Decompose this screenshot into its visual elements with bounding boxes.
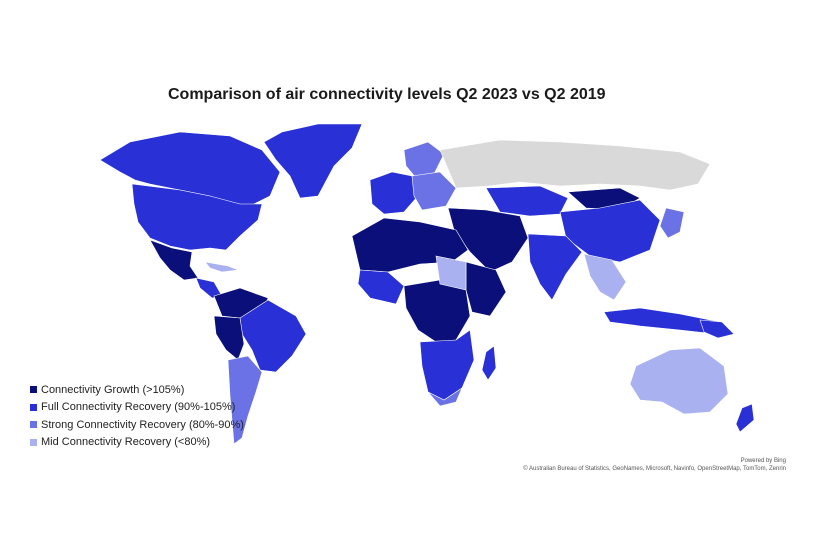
map-credits: Powered by Bing © Australian Bureau of S… xyxy=(523,457,786,473)
legend-item: Mid Connectivity Recovery (<80%) xyxy=(30,434,244,452)
region-new-zealand[interactable] xyxy=(735,403,755,433)
region-caribbean[interactable] xyxy=(204,261,239,273)
legend-label: Connectivity Growth (>105%) xyxy=(41,383,185,396)
region-south-africa[interactable] xyxy=(427,387,463,407)
region-western-europe[interactable] xyxy=(369,171,419,215)
region-mexico[interactable] xyxy=(149,239,199,281)
region-madagascar[interactable] xyxy=(481,345,497,381)
legend-swatch xyxy=(30,386,37,394)
region-japan-korea[interactable] xyxy=(659,207,685,239)
legend-swatch xyxy=(30,421,37,429)
legend-swatch xyxy=(30,403,37,411)
region-russia xyxy=(439,139,711,191)
region-southeast-asia[interactable] xyxy=(583,253,627,301)
region-sudan[interactable] xyxy=(435,255,467,291)
region-papua[interactable] xyxy=(699,319,735,339)
region-chile-argentina[interactable] xyxy=(227,355,263,445)
map-legend: Connectivity Growth (>105%) Full Connect… xyxy=(30,381,244,451)
map-title: Comparison of air connectivity levels Q2… xyxy=(168,86,606,103)
region-east-africa[interactable] xyxy=(465,261,507,317)
region-usa[interactable] xyxy=(131,183,263,251)
region-brazil[interactable] xyxy=(239,299,307,373)
legend-label: Strong Connectivity Recovery (80%-90%) xyxy=(41,418,244,431)
legend-label: Full Connectivity Recovery (90%-105%) xyxy=(41,401,236,414)
region-peru-bolivia[interactable] xyxy=(213,315,245,361)
region-southern-africa[interactable] xyxy=(419,329,475,401)
region-eastern-europe[interactable] xyxy=(411,171,457,211)
legend-item: Strong Connectivity Recovery (80%-90%) xyxy=(30,416,244,434)
powered-by-text: Powered by Bing xyxy=(740,458,786,464)
legend-item: Connectivity Growth (>105%) xyxy=(30,381,244,399)
region-india[interactable] xyxy=(527,233,583,301)
attribution-text: © Australian Bureau of Statistics, GeoNa… xyxy=(523,466,786,472)
region-australia[interactable] xyxy=(629,347,729,415)
legend-label: Mid Connectivity Recovery (<80%) xyxy=(41,436,211,449)
region-west-africa[interactable] xyxy=(357,269,405,305)
region-greenland[interactable] xyxy=(263,123,363,199)
region-central-africa[interactable] xyxy=(403,279,471,343)
region-central-asia[interactable] xyxy=(485,185,569,217)
legend-item: Full Connectivity Recovery (90%-105%) xyxy=(30,399,244,417)
legend-swatch xyxy=(30,438,37,446)
